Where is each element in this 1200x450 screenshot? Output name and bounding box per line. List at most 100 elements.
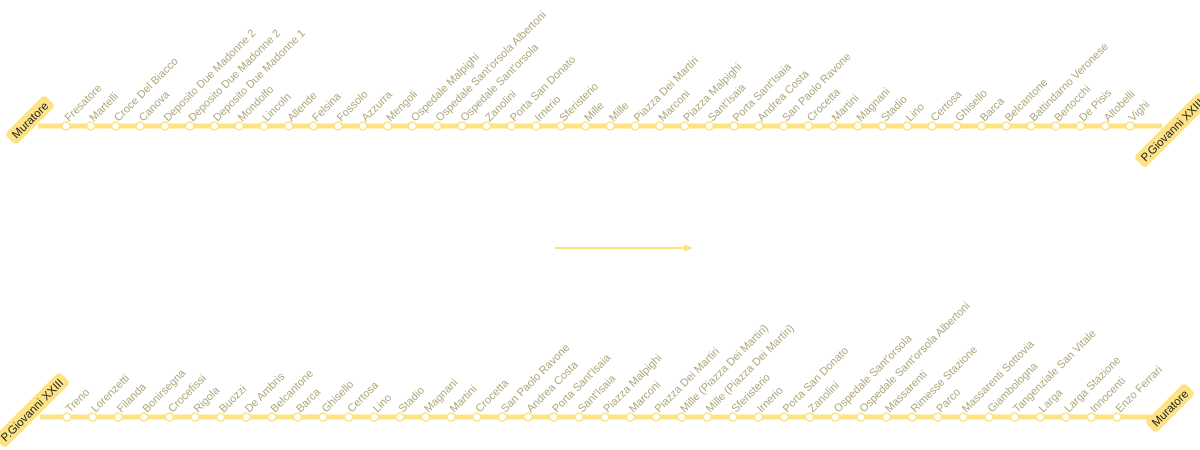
station-marker-icon[interactable]: [580, 121, 591, 131]
station-marker-icon[interactable]: [952, 121, 962, 131]
station-marker-icon[interactable]: [407, 121, 418, 131]
station-marker-icon[interactable]: [164, 412, 175, 422]
station-marker-icon[interactable]: [803, 121, 814, 131]
terminal-badge-bg: [1135, 93, 1200, 167]
station-marker-icon[interactable]: [241, 412, 252, 422]
station-marker-icon[interactable]: [676, 412, 687, 422]
station-marker-icon[interactable]: [605, 121, 616, 131]
station-marker-icon[interactable]: [1061, 412, 1071, 422]
station-marker-icon[interactable]: [215, 412, 226, 422]
station-marker-icon[interactable]: [625, 412, 636, 422]
station-marker-icon[interactable]: [984, 412, 994, 422]
station-marker-icon[interactable]: [907, 412, 917, 422]
station-marker-icon[interactable]: [190, 412, 200, 422]
station-marker-icon[interactable]: [481, 121, 492, 131]
station-marker-icon[interactable]: [932, 412, 943, 422]
station-marker-icon[interactable]: [828, 121, 838, 131]
station-marker-icon[interactable]: [729, 121, 739, 131]
station-marker-icon[interactable]: [728, 412, 738, 422]
station-marker-icon[interactable]: [600, 412, 610, 422]
station-marker-icon[interactable]: [506, 121, 517, 131]
station-marker-icon[interactable]: [679, 121, 690, 131]
station-marker-icon[interactable]: [1075, 121, 1086, 131]
station-marker-icon[interactable]: [958, 412, 969, 422]
station-marker-icon[interactable]: [754, 121, 764, 131]
station-marker-icon[interactable]: [234, 121, 244, 131]
station-marker-icon[interactable]: [446, 412, 456, 422]
station-marker-icon[interactable]: [651, 412, 661, 422]
station-marker-icon[interactable]: [85, 121, 96, 131]
station-marker-icon[interactable]: [523, 412, 533, 422]
station-marker-icon[interactable]: [1051, 121, 1061, 131]
station-marker-icon[interactable]: [778, 121, 789, 131]
station-marker-icon[interactable]: [457, 121, 467, 131]
station-marker-icon[interactable]: [1086, 412, 1097, 422]
station-marker-icon[interactable]: [753, 412, 764, 422]
terminal-badge: Muratore: [6, 96, 54, 144]
terminal-badge-bg: [1146, 384, 1194, 432]
station-marker-icon[interactable]: [160, 121, 170, 131]
station-marker-icon[interactable]: [1125, 121, 1135, 131]
station-marker-icon[interactable]: [135, 121, 145, 131]
station-marker-icon[interactable]: [704, 121, 715, 131]
station-marker-icon[interactable]: [1001, 121, 1012, 131]
station-marker-icon[interactable]: [1026, 121, 1036, 131]
station-marker-icon[interactable]: [432, 121, 442, 131]
station-marker-icon[interactable]: [881, 412, 892, 422]
terminal-badge-bg: [0, 373, 69, 447]
station-marker-icon[interactable]: [1009, 412, 1020, 422]
station-label: Mille: [607, 100, 631, 124]
station-marker-icon[interactable]: [292, 412, 303, 422]
station-label: Buozzi: [217, 383, 249, 415]
station-marker-icon[interactable]: [497, 412, 508, 422]
station-label: Lino: [371, 392, 394, 415]
station-marker-icon[interactable]: [655, 121, 665, 131]
station-marker-icon[interactable]: [779, 412, 789, 422]
station-marker-icon[interactable]: [184, 121, 195, 131]
station-marker-icon[interactable]: [110, 121, 121, 131]
station-marker-icon[interactable]: [61, 121, 71, 131]
station-marker-icon[interactable]: [877, 121, 888, 131]
direction-arrow-icon: [555, 244, 693, 252]
station-marker-icon[interactable]: [830, 412, 841, 422]
station-marker-icon[interactable]: [804, 412, 815, 422]
terminal-badge-bg: [6, 96, 54, 144]
station-marker-icon[interactable]: [209, 121, 220, 131]
station-marker-icon[interactable]: [87, 412, 98, 422]
station-marker-icon[interactable]: [308, 121, 319, 131]
station-marker-icon[interactable]: [574, 412, 584, 422]
station-marker-icon[interactable]: [333, 121, 343, 131]
station-marker-icon[interactable]: [556, 121, 566, 131]
station-marker-icon[interactable]: [420, 412, 431, 422]
station-marker-icon[interactable]: [283, 121, 294, 131]
station-marker-icon[interactable]: [1112, 412, 1122, 422]
station-marker-icon[interactable]: [395, 412, 405, 422]
station-marker-icon[interactable]: [62, 412, 72, 422]
station-marker-icon[interactable]: [976, 121, 987, 131]
station-marker-icon[interactable]: [856, 412, 866, 422]
station-marker-icon[interactable]: [548, 412, 559, 422]
station-marker-icon[interactable]: [259, 121, 269, 131]
station-marker-icon[interactable]: [369, 412, 380, 422]
station-marker-icon[interactable]: [358, 121, 368, 131]
station-label: Stadio: [397, 385, 428, 416]
station-marker-icon[interactable]: [702, 412, 712, 422]
station-marker-icon[interactable]: [1035, 412, 1045, 422]
station-label: Treno: [64, 387, 93, 416]
station-marker-icon[interactable]: [472, 412, 482, 422]
station-marker-icon[interactable]: [343, 412, 354, 422]
station-marker-icon[interactable]: [853, 121, 863, 131]
station-marker-icon[interactable]: [630, 121, 640, 131]
station-marker-icon[interactable]: [902, 121, 913, 131]
station-marker-icon[interactable]: [927, 121, 937, 131]
station-marker-icon[interactable]: [531, 121, 541, 131]
station-marker-icon[interactable]: [382, 121, 393, 131]
station-marker-icon[interactable]: [139, 412, 149, 422]
station-marker-icon[interactable]: [267, 412, 277, 422]
station-marker-icon[interactable]: [318, 412, 328, 422]
terminal-badge: P.Giovanni XXIII: [0, 373, 69, 447]
station-marker-icon[interactable]: [113, 412, 123, 422]
station-marker-icon[interactable]: [1100, 121, 1111, 131]
